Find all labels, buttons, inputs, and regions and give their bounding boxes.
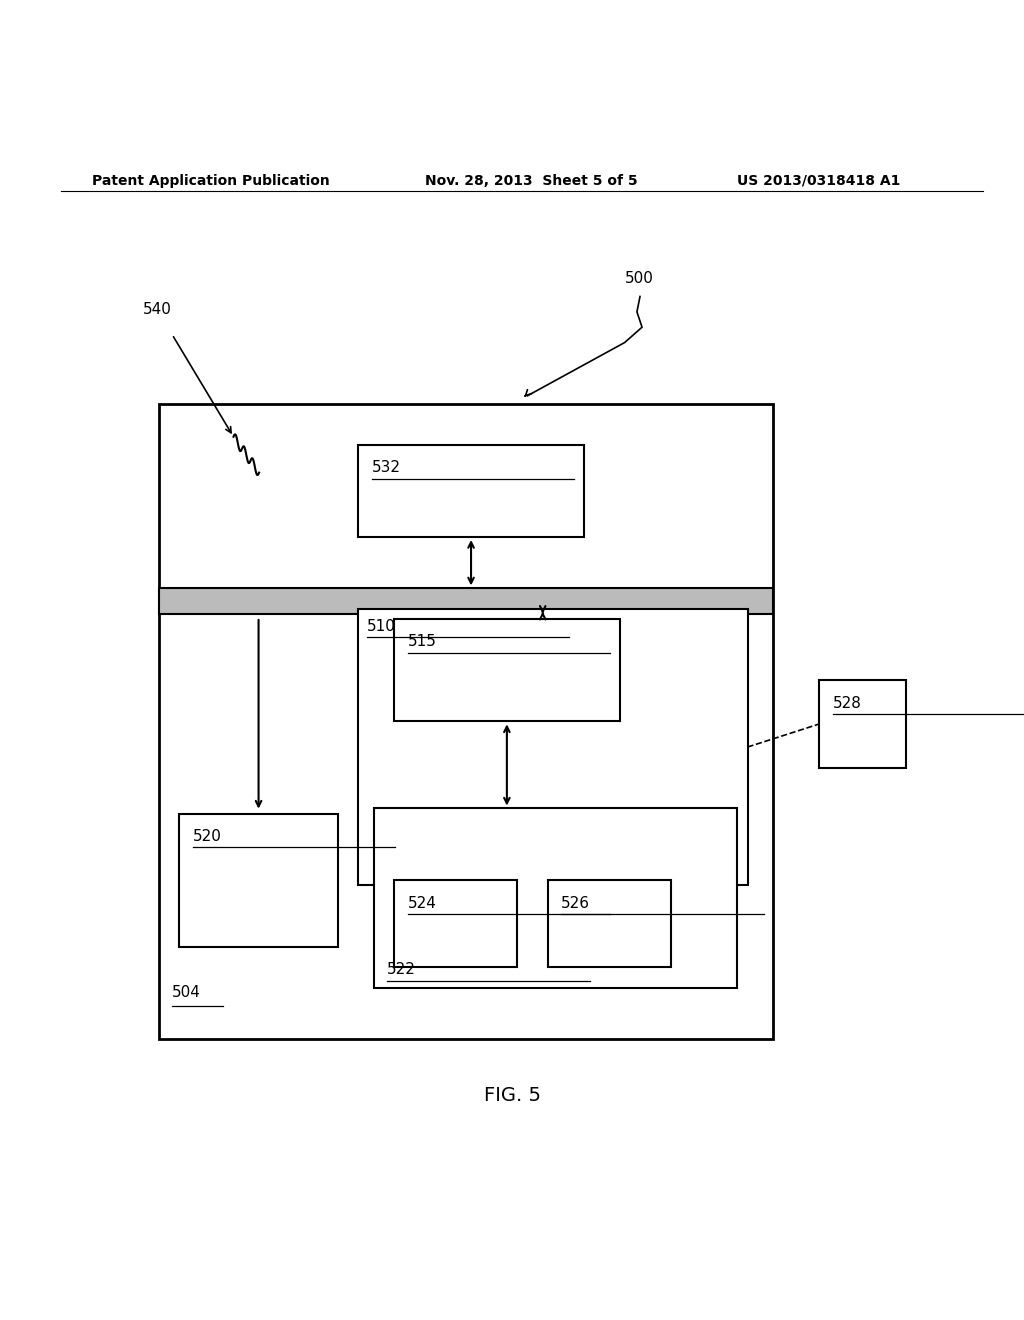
- FancyBboxPatch shape: [358, 445, 584, 537]
- Text: Patent Application Publication: Patent Application Publication: [92, 174, 330, 187]
- Text: 532: 532: [372, 461, 400, 475]
- FancyBboxPatch shape: [159, 404, 773, 1039]
- Text: 526: 526: [561, 895, 590, 911]
- Text: FIG. 5: FIG. 5: [483, 1085, 541, 1105]
- FancyBboxPatch shape: [819, 681, 906, 767]
- Text: Nov. 28, 2013  Sheet 5 of 5: Nov. 28, 2013 Sheet 5 of 5: [425, 174, 638, 187]
- FancyBboxPatch shape: [548, 880, 671, 968]
- Text: 528: 528: [833, 696, 861, 711]
- FancyBboxPatch shape: [358, 609, 748, 886]
- FancyBboxPatch shape: [179, 813, 338, 946]
- Text: US 2013/0318418 A1: US 2013/0318418 A1: [737, 174, 901, 187]
- Text: 510: 510: [367, 619, 395, 634]
- Text: 504: 504: [172, 985, 201, 1001]
- FancyBboxPatch shape: [394, 619, 620, 722]
- Text: 540: 540: [143, 302, 172, 317]
- Text: 515: 515: [408, 635, 436, 649]
- Text: 522: 522: [387, 962, 416, 977]
- FancyBboxPatch shape: [374, 808, 737, 987]
- Text: 524: 524: [408, 895, 436, 911]
- FancyBboxPatch shape: [159, 589, 773, 614]
- Text: 500: 500: [625, 271, 653, 286]
- Text: 520: 520: [193, 829, 221, 843]
- FancyBboxPatch shape: [394, 880, 517, 968]
